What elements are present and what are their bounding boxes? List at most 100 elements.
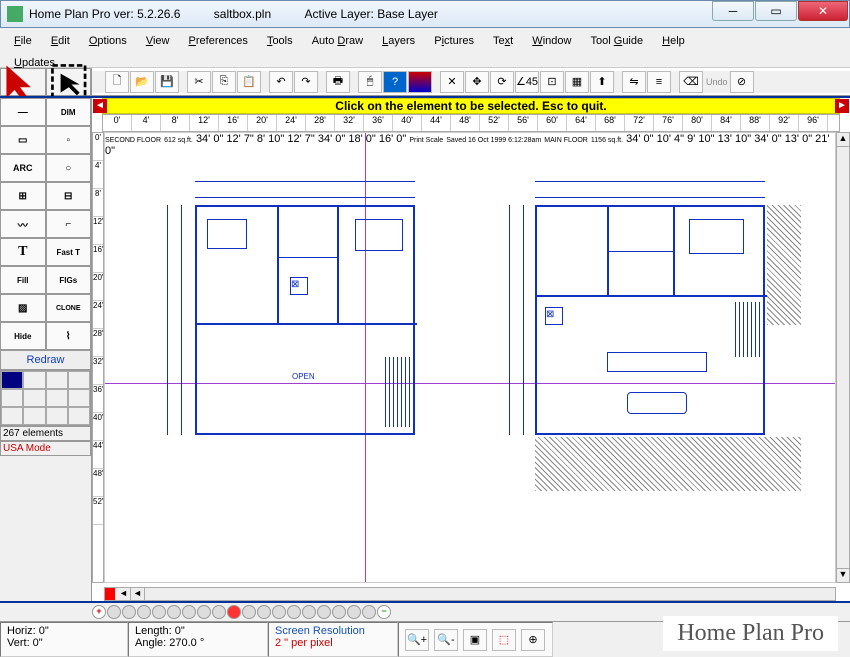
flip-h-button[interactable]: ⇋ — [622, 71, 646, 93]
menu-text[interactable]: Text — [485, 30, 521, 52]
print-button[interactable]: 🖶 — [326, 71, 350, 93]
zoom-out-button[interactable]: − — [377, 605, 391, 619]
fast-text-tool[interactable]: Fast T — [46, 238, 92, 266]
paste-button[interactable]: 📋 — [237, 71, 261, 93]
close-button[interactable]: ✕ — [798, 1, 848, 21]
hint-bar: ◄ Click on the element to be selected. E… — [102, 98, 840, 114]
vertical-scrollbar[interactable]: ▲ ▼ — [836, 132, 850, 583]
left-floor-plan: ⊠ OPEN — [195, 205, 415, 435]
move-button[interactable]: ✥ — [465, 71, 489, 93]
open-file-button[interactable]: 📂 — [130, 71, 154, 93]
left-plan-title: SECOND FLOOR — [105, 137, 161, 144]
menu-preferences[interactable]: Preferences — [181, 30, 256, 52]
save-file-button[interactable]: 💾 — [155, 71, 179, 93]
right-floor-plan: ⊠ — [535, 205, 765, 435]
fill-tool[interactable]: Fill — [0, 266, 46, 294]
pan-icon[interactable]: ⊕ — [521, 629, 545, 651]
menu-layers[interactable]: Layers — [374, 30, 423, 52]
window-title: Home Plan Pro ver: 5.2.26.6 saltbox.pln … — [29, 7, 438, 21]
new-file-button[interactable]: 🗋 — [105, 71, 129, 93]
select-zoom-icon[interactable]: ⬚ — [492, 629, 516, 651]
rotate-button[interactable]: ⟳ — [490, 71, 514, 93]
layer-up-button[interactable]: ⬆ — [590, 71, 614, 93]
undo-button[interactable]: ↶ — [269, 71, 293, 93]
angle-button[interactable]: ∠45 — [515, 71, 539, 93]
hint-arrow-left[interactable]: ◄ — [93, 99, 107, 113]
zoom-out-icon[interactable]: 🔍- — [434, 629, 458, 651]
drawing-canvas[interactable]: SECOND FLOOR 612 sq.ft. 34' 0" 12' 7" 8'… — [104, 132, 836, 583]
right-plan-title: MAIN FLOOR — [544, 137, 588, 144]
ticker-marker[interactable] — [227, 605, 241, 619]
menubar: File Edit Options View Preferences Tools… — [0, 28, 850, 68]
eraser-button[interactable]: ⌫ — [679, 71, 703, 93]
small-rect-tool[interactable]: ▫ — [46, 126, 92, 154]
minimize-button[interactable]: ─ — [712, 1, 754, 21]
clone-tool[interactable]: CLONE — [46, 294, 92, 322]
wall-tool[interactable]: ⌐ — [46, 210, 92, 238]
left-dim-total-w: 34' 0" — [196, 133, 223, 145]
zoom-in-icon[interactable]: 🔍+ — [405, 629, 429, 651]
arc-tool[interactable]: ARC — [0, 154, 46, 182]
maximize-button[interactable]: ▭ — [755, 1, 797, 21]
align-button[interactable]: ≡ — [647, 71, 671, 93]
delete-button[interactable]: ✕ — [440, 71, 464, 93]
hide-tool[interactable]: Hide — [0, 322, 46, 350]
selection-arrow-tool[interactable] — [0, 68, 46, 96]
hint-arrow-right[interactable]: ► — [835, 99, 849, 113]
window-tool[interactable]: ⊞ — [0, 182, 46, 210]
copy-button[interactable]: ⎘ — [212, 71, 236, 93]
menu-edit[interactable]: Edit — [43, 30, 78, 52]
undo-icon-button[interactable]: ⊘ — [730, 71, 754, 93]
help-button[interactable]: ? — [383, 71, 407, 93]
color-button[interactable] — [408, 71, 432, 93]
color-palette[interactable] — [0, 370, 91, 426]
stairs-right — [735, 302, 765, 357]
horizontal-ruler: 0'4'8'12'16'20'24'28'32'36'40'44'48'52'5… — [102, 114, 840, 132]
grid-button[interactable]: ▦ — [565, 71, 589, 93]
center-note: Saved 16 Oct 1999 6:12:28am — [446, 137, 541, 144]
element-count: 267 elements — [0, 426, 91, 441]
menu-pictures[interactable]: Pictures — [426, 30, 482, 52]
titlebar: Home Plan Pro ver: 5.2.26.6 saltbox.pln … — [0, 0, 850, 28]
stairs-left — [385, 357, 415, 427]
deck-hatch-bottom — [535, 437, 801, 491]
menu-help[interactable]: Help — [654, 30, 693, 52]
snap-button[interactable]: ⊡ — [540, 71, 564, 93]
curve-tool[interactable]: 〰 — [0, 210, 46, 238]
marquee-tool[interactable] — [46, 68, 92, 96]
menu-window[interactable]: Window — [524, 30, 579, 52]
path-tool[interactable]: ⌇ — [46, 322, 92, 350]
cut-button[interactable]: ✂ — [187, 71, 211, 93]
menu-options[interactable]: Options — [81, 30, 135, 52]
menu-autodraw[interactable]: Auto Draw — [304, 30, 371, 52]
line-tool[interactable]: — — [0, 98, 46, 126]
zoom-buttons-panel: 🔍+ 🔍- ▣ ⬚ ⊕ — [398, 622, 553, 657]
menu-file[interactable]: File — [6, 30, 40, 52]
left-tool-panel: — DIM ▭ ▫ ARC ○ ⊞ ⊟ 〰 ⌐ T Fast T Fill FI… — [0, 98, 92, 601]
fit-icon[interactable]: ▣ — [463, 629, 487, 651]
watermark: Home Plan Pro — [663, 616, 838, 651]
undo-label: Undo — [704, 77, 730, 87]
dim-tool[interactable]: DIM — [46, 98, 92, 126]
canvas-area: ◄ Click on the element to be selected. E… — [92, 98, 850, 601]
figs-tool[interactable]: FIGs — [46, 266, 92, 294]
redraw-button[interactable]: Redraw — [0, 350, 91, 370]
horizontal-scrollbar[interactable]: ◄◄ — [104, 587, 836, 601]
scroll-marker — [105, 588, 115, 600]
screen-res-panel: Screen Resolution 2 " per pixel — [268, 622, 398, 657]
circle-tool[interactable]: ○ — [46, 154, 92, 182]
door-tool[interactable]: ⊟ — [46, 182, 92, 210]
main-toolbar: 🗋 📂 💾 ✂ ⎘ 📋 ↶ ↷ 🖶 🖱 ? ✕ ✥ ⟳ ∠45 ⊡ ▦ ⬆ ⇋ … — [92, 71, 850, 93]
top-toolbar-row: 🗋 📂 💾 ✂ ⎘ 📋 ↶ ↷ 🖶 🖱 ? ✕ ✥ ⟳ ∠45 ⊡ ▦ ⬆ ⇋ … — [0, 68, 850, 96]
status-bar: + − Horiz: 0"Vert: 0" Length: 0"Angle: 2… — [0, 601, 850, 657]
text-tool[interactable]: T — [0, 238, 46, 266]
redo-button[interactable]: ↷ — [294, 71, 318, 93]
hatch-tool[interactable]: ▨ — [0, 294, 46, 322]
menu-view[interactable]: View — [138, 30, 178, 52]
menu-toolguide[interactable]: Tool Guide — [583, 30, 652, 52]
mouse-mode-button[interactable]: 🖱 — [358, 71, 382, 93]
menu-tools[interactable]: Tools — [259, 30, 301, 52]
zoom-in-button[interactable]: + — [92, 605, 106, 619]
rect-tool[interactable]: ▭ — [0, 126, 46, 154]
right-plan-area: 1156 sq.ft. — [591, 137, 623, 144]
